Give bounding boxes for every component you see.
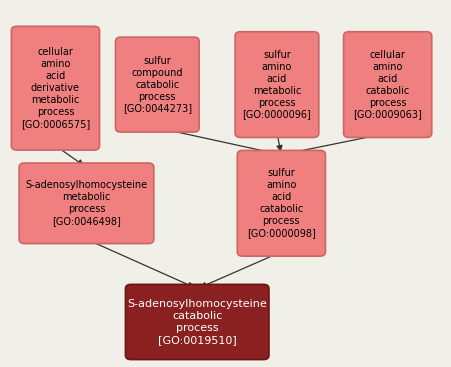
Text: S-adenosylhomocysteine
metabolic
process
[GO:0046498]: S-adenosylhomocysteine metabolic process… bbox=[25, 180, 147, 226]
FancyBboxPatch shape bbox=[235, 32, 318, 138]
FancyBboxPatch shape bbox=[125, 284, 268, 360]
FancyBboxPatch shape bbox=[343, 32, 431, 138]
Text: sulfur
amino
acid
metabolic
process
[GO:0000096]: sulfur amino acid metabolic process [GO:… bbox=[242, 50, 311, 120]
FancyBboxPatch shape bbox=[237, 150, 325, 256]
Text: sulfur
compound
catabolic
process
[GO:0044273]: sulfur compound catabolic process [GO:00… bbox=[123, 55, 192, 114]
Text: cellular
amino
acid
derivative
metabolic
process
[GO:0006575]: cellular amino acid derivative metabolic… bbox=[21, 47, 90, 129]
FancyBboxPatch shape bbox=[11, 26, 99, 150]
Text: S-adenosylhomocysteine
catabolic
process
[GO:0019510]: S-adenosylhomocysteine catabolic process… bbox=[127, 299, 267, 345]
FancyBboxPatch shape bbox=[115, 37, 199, 132]
FancyBboxPatch shape bbox=[19, 163, 153, 244]
Text: sulfur
amino
acid
catabolic
process
[GO:0000098]: sulfur amino acid catabolic process [GO:… bbox=[246, 168, 315, 238]
Text: cellular
amino
acid
catabolic
process
[GO:0009063]: cellular amino acid catabolic process [G… bbox=[353, 50, 421, 120]
